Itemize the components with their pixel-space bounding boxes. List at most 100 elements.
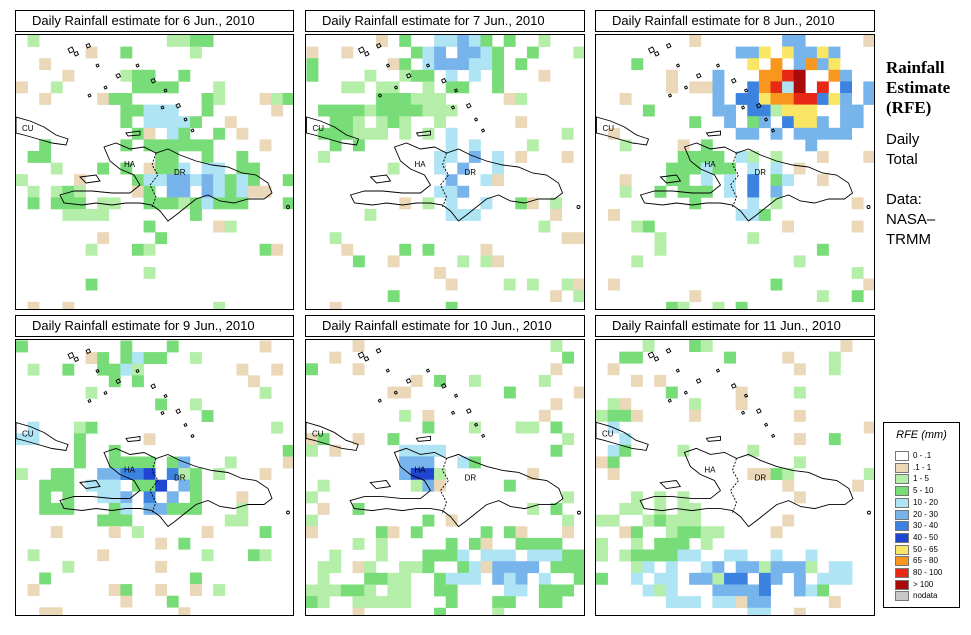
rainfall-cell [492, 69, 504, 82]
rainfall-cell [213, 584, 226, 596]
rainfall-cell [445, 197, 458, 210]
bahamas-island [393, 85, 399, 90]
rainfall-cell [793, 491, 806, 504]
bahamas-island [675, 63, 681, 68]
rainfall-cell [793, 456, 806, 469]
rainfall-cell [364, 561, 377, 574]
rainfall-cell [527, 537, 540, 550]
rainfall-cell [376, 81, 388, 94]
rainfall-cell [155, 151, 168, 163]
rainfall-cell [375, 596, 388, 609]
rainfall-cell [259, 468, 272, 480]
rainfall-cell [816, 127, 829, 140]
rainfall-cell [457, 35, 470, 47]
rainfall-cell [178, 537, 191, 550]
rainfall-cell [863, 151, 874, 163]
rainfall-cell [27, 35, 40, 47]
rainfall-cell [747, 104, 760, 117]
rainfall-cell [166, 456, 179, 469]
bahamas-island [405, 378, 412, 384]
rainfall-cell [665, 526, 678, 539]
rainfall-cell [155, 537, 168, 550]
rainfall-cell [190, 46, 202, 59]
rainfall-cell [434, 549, 446, 562]
rainfall-cell [793, 433, 806, 446]
side-source-line2: NASA– [886, 211, 936, 228]
rainfall-cell [306, 514, 318, 527]
rainfall-cell [410, 46, 423, 59]
rainfall-cell [724, 584, 736, 597]
rainfall-cell [201, 139, 214, 152]
rainfall-cell [747, 116, 760, 129]
rainfall-cell [782, 174, 794, 187]
rainfall-cell [434, 104, 446, 117]
rainfall-cell [16, 468, 28, 480]
rainfall-cell [27, 151, 40, 163]
rainfall-cell [863, 278, 874, 291]
rainfall-cell [97, 232, 110, 245]
rainfall-cell [445, 514, 458, 527]
rainfall-cell [410, 526, 423, 539]
rainfall-cell [224, 174, 237, 187]
coastline-gonave [369, 174, 392, 184]
rainfall-cell [503, 479, 516, 492]
bahamas-island [675, 368, 680, 373]
rainfall-cell [62, 491, 75, 504]
rainfall-cell [50, 162, 63, 175]
bahamas-island [115, 378, 122, 385]
rainfall-cell [399, 468, 412, 481]
side-title: Rainfall Estimate (RFE) [886, 58, 950, 118]
rainfall-cell [387, 81, 400, 94]
rainfall-cell [550, 290, 562, 303]
bahamas-island [740, 410, 746, 415]
rainfall-cell [178, 162, 191, 175]
rainfall-map-svg: CU HA DR [306, 35, 584, 309]
rainfall-cell [527, 561, 540, 574]
rainfall-cell [735, 584, 748, 597]
rainfall-cell [607, 444, 620, 457]
rainfall-cell [62, 301, 75, 309]
rainfall-cell [677, 162, 690, 175]
rainfall-cell [654, 232, 667, 245]
bahamas-island [665, 347, 672, 354]
rainfall-cell [39, 151, 52, 163]
bahamas-island [67, 46, 75, 54]
country-label-cuba: CU [603, 124, 615, 133]
rainfall-cell [665, 537, 678, 550]
rainfall-cell [434, 572, 446, 585]
side-title-line3: (RFE) [886, 98, 932, 117]
rainfall-cell [329, 351, 342, 364]
bahamas-island [183, 422, 188, 428]
rainfall-cell [793, 81, 806, 94]
rainfall-cell [190, 35, 202, 47]
rainfall-cell [410, 479, 423, 492]
rainfall-cell [108, 491, 121, 504]
rainfall-cell [607, 468, 620, 481]
rainfall-cell [770, 549, 783, 562]
rainfall-cell [562, 514, 575, 527]
rainfall-cell [213, 93, 226, 105]
side-period-line2: Total [886, 151, 918, 168]
country-label-cuba: CU [22, 430, 34, 439]
bahamas-island [67, 351, 75, 360]
legend-label: 1 - 5 [913, 474, 930, 484]
rainfall-cell [120, 514, 133, 527]
rainfall-cell [213, 220, 226, 233]
coastline-gonave [79, 480, 101, 489]
rainfall-cell [422, 81, 435, 94]
bahamas-island [453, 393, 459, 398]
rainfall-cell [666, 69, 678, 82]
rainfall-cell [108, 456, 121, 469]
rainfall-cell [712, 526, 725, 539]
legend-label: 0 - .1 [913, 451, 932, 460]
rainfall-cell [665, 572, 678, 585]
rainfall-cell [526, 278, 539, 291]
rainfall-cell [538, 572, 551, 585]
rainfall-cell [816, 46, 829, 59]
bahamas-island [150, 77, 157, 84]
rainfall-cell [712, 151, 725, 163]
rainfall-cell [503, 93, 516, 105]
rainfall-cell [700, 139, 713, 152]
bahamas-island [771, 433, 776, 438]
coastline-tortuga [125, 435, 141, 442]
